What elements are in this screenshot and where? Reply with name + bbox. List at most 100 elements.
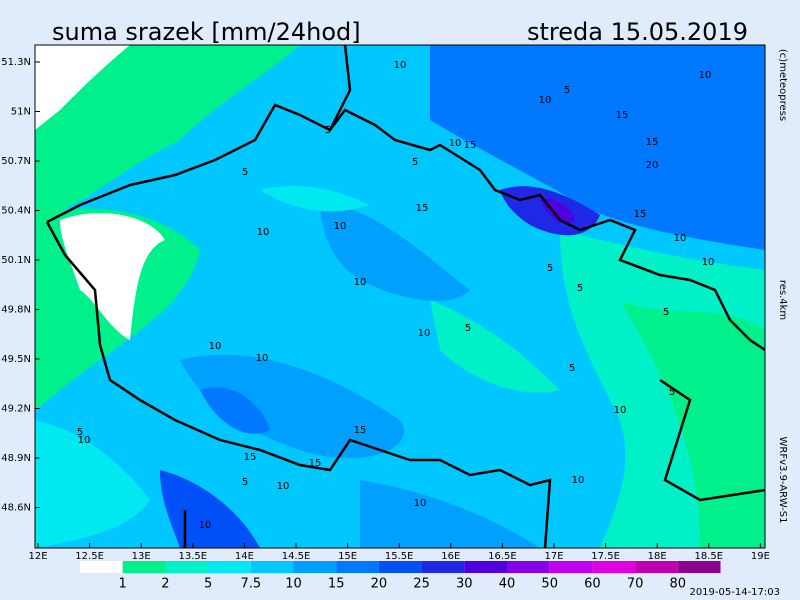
- legend-label: 80: [670, 577, 687, 592]
- contour-label: 10: [414, 498, 427, 509]
- contour-label: 10: [699, 70, 712, 81]
- legend-swatch: [378, 561, 422, 573]
- resolution: res.4km: [777, 280, 788, 320]
- lat-label: 48.6N: [1, 503, 31, 514]
- legend-swatch: [208, 561, 251, 573]
- legend-swatch: [122, 561, 166, 573]
- contour-label: 5: [77, 427, 83, 438]
- legend-label: 7.5: [240, 577, 261, 592]
- contour-label: 15: [416, 203, 429, 214]
- contour-label: 10: [277, 481, 290, 492]
- contour-label: 5: [564, 85, 570, 96]
- legend-swatch: [464, 561, 507, 573]
- contour-label: 15: [634, 209, 647, 220]
- contour-label: 15: [646, 137, 659, 148]
- contour-label: 10: [418, 328, 431, 339]
- legend-swatch: [677, 561, 721, 573]
- title: suma srazek [mm/24hod]: [52, 18, 361, 46]
- legend-swatch: [592, 561, 636, 573]
- legend-swatch: [80, 561, 123, 573]
- lon-label: 15E: [338, 551, 357, 562]
- contour-label: 10: [334, 221, 347, 232]
- lat-label: 50.7N: [1, 156, 31, 167]
- map-frame: [34, 44, 766, 549]
- lat-label: 49.5N: [1, 354, 31, 365]
- lon-label: 18.5E: [695, 551, 724, 562]
- lon-label: 12E: [28, 551, 47, 562]
- legend-swatch: [421, 561, 465, 573]
- lat-label: 51.3N: [1, 57, 31, 68]
- legend-label: 15: [328, 577, 345, 592]
- contour-label: 15: [464, 140, 477, 151]
- contour-label: 20: [646, 160, 659, 171]
- contour-label: 10: [394, 60, 407, 71]
- lon-label: 18E: [648, 551, 667, 562]
- legend-label: 1: [119, 577, 127, 592]
- legend-label: 25: [413, 577, 430, 592]
- model: WRFv3.9-ARW-S1: [777, 437, 788, 524]
- copyright: (c)meteopress: [777, 49, 788, 121]
- legend-label: 30: [456, 577, 473, 592]
- contour-labels: 1010510155151520551015151010105105101010…: [77, 60, 715, 531]
- contour-label: 15: [354, 425, 367, 436]
- contour-label: 5: [663, 307, 669, 318]
- contour-label: 10: [257, 227, 270, 238]
- legend-swatch: [293, 561, 337, 573]
- legend-swatch: [336, 561, 379, 573]
- contour-label: 5: [325, 125, 331, 136]
- legend-swatch: [165, 561, 209, 573]
- lon-label: 15.5E: [385, 551, 414, 562]
- lat-label: 49.8N: [1, 305, 31, 316]
- lon-label: 16.5E: [488, 551, 517, 562]
- legend-label: 20: [371, 577, 388, 592]
- contour-label: 15: [309, 458, 322, 469]
- contour-label: 10: [78, 435, 91, 446]
- legend-label: 50: [541, 577, 558, 592]
- contour-label: 10: [702, 257, 715, 268]
- run-time: 2019-05-14-17:03: [689, 587, 780, 598]
- legend-swatch: [250, 561, 294, 573]
- legend-label: 60: [584, 577, 601, 592]
- lon-label: 17.5E: [591, 551, 620, 562]
- lon-label: 17E: [544, 551, 563, 562]
- contour-label: 10: [539, 95, 552, 106]
- lon-label: 13.5E: [179, 551, 208, 562]
- contour-label: 5: [412, 157, 418, 168]
- contour-label: 10: [449, 138, 462, 149]
- legend-label: 70: [627, 577, 644, 592]
- lon-label: 13E: [132, 551, 151, 562]
- legend: 1 2 5 7.5 10 15 20 25 30 40 50 60 70 80: [80, 561, 721, 592]
- contour-label: 10: [572, 475, 585, 486]
- lon-label: 14.5E: [282, 551, 311, 562]
- contour-label: 15: [244, 452, 257, 463]
- contour-label: 10: [199, 520, 212, 531]
- lat-label: 51N: [11, 107, 31, 118]
- lat-label: 48.9N: [1, 453, 31, 464]
- contour-label: 10: [209, 341, 222, 352]
- legend-swatch: [507, 561, 550, 573]
- contour-label: 5: [577, 283, 583, 294]
- lon-label: 12.5E: [75, 551, 104, 562]
- legend-swatch: [549, 561, 593, 573]
- contour-label: 5: [242, 477, 248, 488]
- borders: [45, 45, 765, 548]
- contour-label: 15: [616, 110, 629, 121]
- lat-label: 49.2N: [1, 404, 31, 415]
- legend-swatch: [635, 561, 678, 573]
- contour-label: 5: [547, 263, 553, 274]
- lat-label: 50.1N: [1, 255, 31, 266]
- axes: 51.3N 51N 50.7N 50.4N 50.1N 49.8N 49.5N 49.2N 48…: [1, 57, 770, 562]
- contour-label: 10: [256, 353, 269, 364]
- lat-label: 50.4N: [1, 206, 31, 217]
- lon-label: 16E: [441, 551, 460, 562]
- lon-label: 14E: [235, 551, 254, 562]
- contour-label: 5: [669, 387, 675, 398]
- contour-label: 10: [614, 405, 627, 416]
- contour-label: 5: [465, 323, 471, 334]
- contour-label: 10: [674, 233, 687, 244]
- legend-label: 5: [204, 577, 212, 592]
- contour-label: 5: [569, 363, 575, 374]
- legend-label: 10: [285, 577, 302, 592]
- date: streda 15.05.2019: [527, 18, 748, 46]
